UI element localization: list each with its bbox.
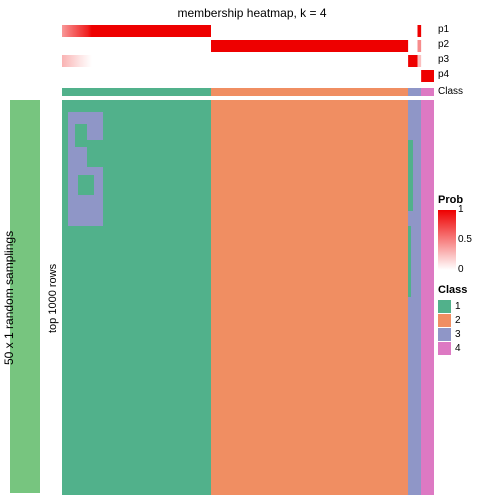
prob-legend-tick: 0 — [458, 264, 464, 275]
class-legend-item: 2 — [438, 314, 461, 327]
class-legend: 1 2 3 4 — [438, 300, 461, 356]
class-legend-item: 3 — [438, 328, 461, 341]
prob-legend-tick: 0.5 — [458, 234, 472, 245]
class-seg — [211, 88, 408, 96]
prob-row-label: p2 — [438, 39, 449, 50]
class-legend-swatch — [438, 342, 451, 355]
class-seg — [421, 88, 434, 96]
prob-legend-gradient: 10.50 — [438, 210, 456, 270]
class-legend-title: Class — [438, 284, 467, 296]
y-label-sub: top 1000 rows — [47, 100, 59, 496]
class-anno-row — [62, 88, 434, 96]
y-label-main: 50 x 1 random samplings — [2, 100, 16, 496]
heatmap-seg — [421, 100, 434, 495]
heatmap-seg — [68, 226, 103, 495]
heatmap-col — [408, 100, 421, 495]
prob-row-p2 — [62, 40, 434, 52]
class-legend-item: 4 — [438, 342, 461, 355]
class-legend-label: 4 — [455, 343, 461, 354]
class-row-label: Class — [438, 86, 463, 97]
heatmap-col — [103, 100, 211, 495]
class-legend-swatch — [438, 300, 451, 313]
heatmap-overlay — [75, 124, 87, 148]
chart-title: membership heatmap, k = 4 — [0, 6, 504, 20]
prob-row-label: p3 — [438, 54, 449, 65]
prob-row-p3 — [62, 55, 434, 67]
prob-row-p1 — [62, 25, 434, 37]
heatmap-overlay — [408, 140, 413, 211]
class-legend-swatch — [438, 328, 451, 341]
class-legend-label: 3 — [455, 329, 461, 340]
heatmap-overlay — [408, 226, 411, 297]
class-seg — [62, 88, 211, 96]
prob-row-p4 — [62, 70, 434, 82]
prob-row-label: p1 — [438, 24, 449, 35]
class-legend-item: 1 — [438, 300, 461, 313]
prob-row-label: p4 — [438, 69, 449, 80]
heatmap-body — [62, 100, 434, 495]
heatmap-overlay — [78, 175, 94, 195]
class-legend-label: 1 — [455, 301, 461, 312]
heatmap-seg — [211, 100, 408, 495]
heatmap-seg — [103, 100, 211, 495]
prob-legend-tick: 1 — [458, 204, 464, 215]
class-seg — [408, 88, 421, 96]
heatmap-overlay — [87, 140, 103, 168]
heatmap-col — [211, 100, 408, 495]
heatmap-col — [68, 100, 103, 495]
class-legend-label: 2 — [455, 315, 461, 326]
heatmap-col — [421, 100, 434, 495]
heatmap-seg — [68, 100, 103, 112]
class-legend-swatch — [438, 314, 451, 327]
